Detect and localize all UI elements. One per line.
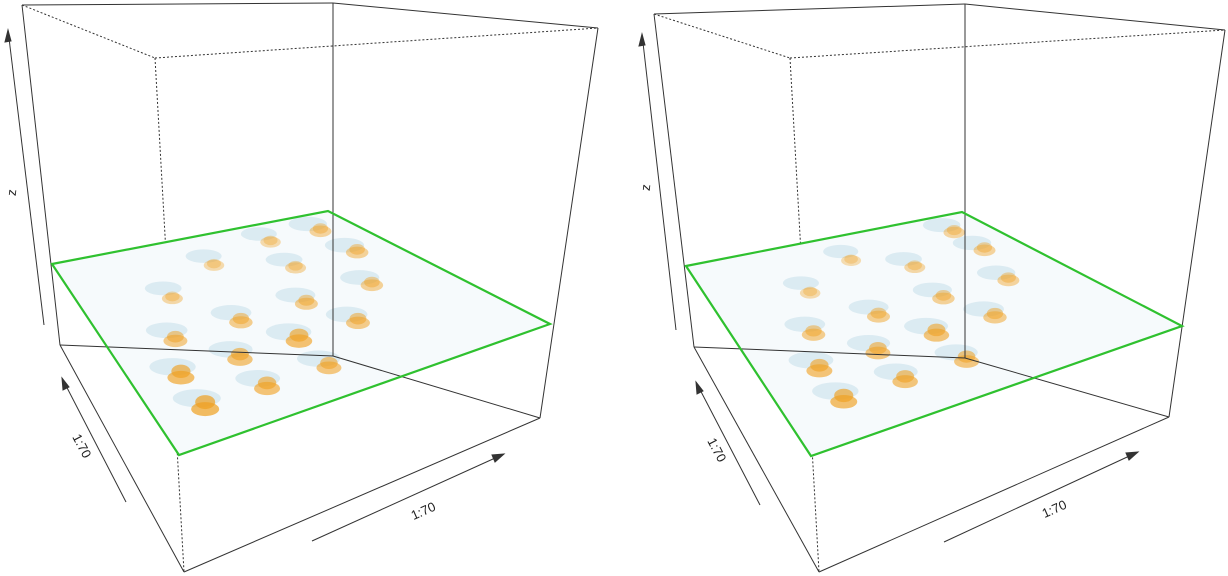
surface-trough [265, 252, 303, 267]
surface-peak [260, 235, 281, 248]
x-axis-label: 1:70 [409, 499, 438, 523]
surface-plot-left: z 1:70 1:70 [4, 2, 599, 573]
surface-peak [830, 388, 858, 409]
surface-trough [340, 270, 380, 285]
surface-peak [309, 223, 332, 238]
surface-peak [227, 347, 253, 366]
surface-peak [203, 258, 225, 271]
box-visible-edges [653, 3, 1226, 573]
level-plane-outline [684, 210, 1185, 458]
surface-peak [866, 307, 890, 323]
surface-peak [161, 291, 183, 305]
y-axis-label: 1:70 [69, 431, 94, 460]
surface-peak [285, 260, 307, 274]
surface-peak [923, 323, 950, 342]
surface-peak [904, 260, 926, 274]
surface-peak [892, 370, 918, 389]
surface-trough [963, 301, 1004, 317]
surface-peak [285, 328, 313, 348]
surface-trough [275, 287, 316, 303]
surface-peak [932, 289, 955, 305]
surface-trough [885, 252, 922, 266]
surface-peak [229, 312, 253, 329]
surface-peak [841, 254, 862, 266]
surface-trough [324, 237, 365, 253]
surface-trough [976, 265, 1016, 280]
level-plane-outline [50, 209, 553, 457]
surface-trough [952, 235, 992, 251]
surface-peak [191, 395, 220, 417]
surface-trough [240, 227, 277, 241]
axis-arrows [638, 32, 1140, 543]
box-visible-edges [21, 2, 599, 573]
x-axis-label: 1:70 [1040, 497, 1069, 521]
surface-trough [210, 305, 252, 321]
surface-peak [345, 244, 369, 259]
surface-marks [782, 218, 1020, 409]
surface-peak [163, 330, 188, 348]
z-axis-label: z [638, 184, 654, 192]
surface-trough [782, 276, 819, 290]
surface-trough [912, 282, 952, 298]
surface-peak [983, 307, 1007, 324]
surface-peak [345, 312, 370, 330]
surface-peak [316, 356, 342, 375]
surface-peak [799, 286, 821, 299]
surface-marks [144, 216, 384, 417]
surface-peak [167, 364, 195, 385]
axis-arrows [4, 28, 506, 542]
surface-trough [784, 316, 826, 332]
surface-peak [294, 294, 318, 310]
surface-trough [848, 299, 889, 315]
surface-peak [865, 342, 891, 360]
surface-peak [954, 350, 980, 368]
z-axis-label: z [4, 189, 20, 197]
surface-trough [144, 281, 182, 296]
surface-peak [801, 325, 826, 341]
surface-plot-right: z 1:70 1:70 [638, 3, 1226, 573]
surface-peak [806, 358, 833, 378]
surface-trough [288, 216, 328, 232]
surface-peak [997, 272, 1020, 287]
surface-trough [823, 244, 859, 259]
surface-peak [943, 224, 965, 239]
surface-peak [254, 376, 281, 396]
surface-trough [922, 218, 961, 233]
surface-peak [360, 276, 384, 292]
surface-peak [973, 242, 996, 257]
surface-trough [185, 249, 222, 263]
